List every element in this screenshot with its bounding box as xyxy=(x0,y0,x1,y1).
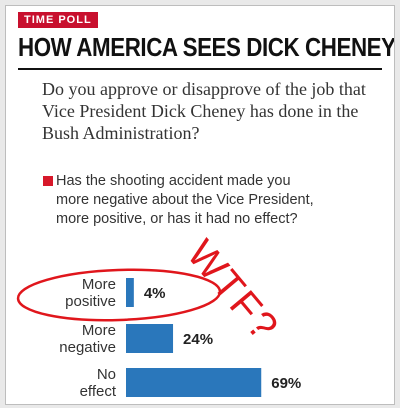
page-title: HOW AMERICA SEES DICK CHENEY xyxy=(18,32,395,62)
bar xyxy=(126,368,262,397)
poll-question: Do you approve or disapprove of the job … xyxy=(42,79,366,143)
category-label: More positive xyxy=(65,276,116,310)
sub-question: Has the shooting accident made you more … xyxy=(56,173,314,227)
bar xyxy=(126,278,134,307)
category-label-line: positive xyxy=(65,293,116,310)
poll-bar-chart: More positive 4%More negative 24%No effect 69% xyxy=(16,268,301,400)
data-label: 4% xyxy=(144,285,166,302)
red-square-bullet-icon xyxy=(43,176,53,186)
category-label: More negative xyxy=(59,322,116,356)
category-label-line: More xyxy=(82,322,116,339)
data-label: 69% xyxy=(271,375,301,392)
category-label: No effect xyxy=(80,366,117,400)
title-divider xyxy=(18,68,382,70)
time-poll-badge: TIME POLL xyxy=(18,12,98,28)
data-label: 24% xyxy=(183,331,213,348)
category-label-line: effect xyxy=(80,383,117,400)
category-label-line: negative xyxy=(59,339,116,356)
poll-card: TIME POLL HOW AMERICA SEES DICK CHENEY D… xyxy=(5,5,395,405)
category-label-line: More xyxy=(82,276,116,293)
red-circle-annotation xyxy=(16,268,222,322)
bar xyxy=(126,324,174,353)
category-label-line: No xyxy=(97,366,116,383)
